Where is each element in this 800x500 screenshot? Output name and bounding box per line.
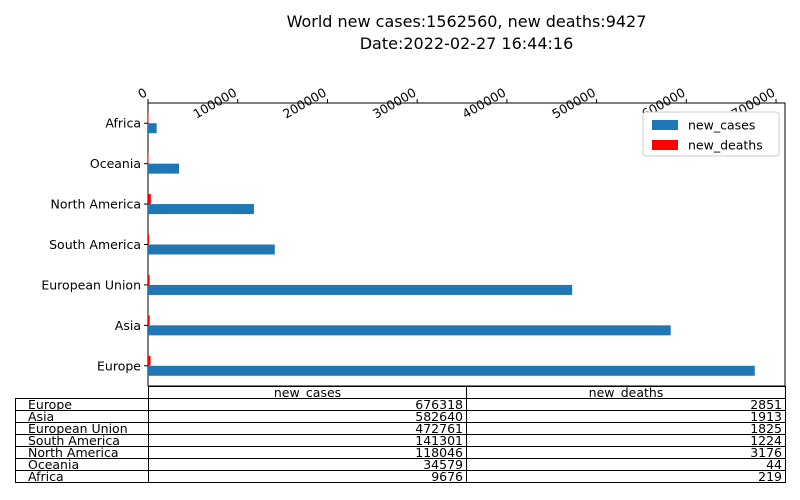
table-row-label: Europe bbox=[15, 398, 149, 411]
new_deaths-bar bbox=[148, 274, 150, 285]
table-cell: 141301 bbox=[148, 434, 467, 447]
table-row: North America 118046 3176 bbox=[15, 446, 786, 459]
legend-swatch bbox=[652, 140, 678, 150]
table-cell: 44 bbox=[466, 458, 786, 471]
table-row: South America 141301 1224 bbox=[15, 434, 786, 447]
table-corner bbox=[15, 386, 149, 399]
table-cell: 9676 bbox=[148, 470, 467, 483]
chart-title-line-1: World new cases:1562560, new deaths:9427 bbox=[286, 12, 647, 31]
data-table: new_cases new_deaths Europe 676318 2851 Asia 5… bbox=[15, 386, 786, 483]
table-row: Asia 582640 1913 bbox=[15, 410, 786, 423]
table-cell: 1913 bbox=[466, 410, 786, 423]
table-cell: 1224 bbox=[466, 434, 786, 447]
y-tick-label: Africa bbox=[105, 116, 141, 131]
chart-title-line-2: Date:2022-02-27 16:44:16 bbox=[359, 34, 574, 53]
legend-label: new_deaths bbox=[688, 138, 763, 153]
new_deaths-bar bbox=[148, 113, 149, 124]
table-cell: 34579 bbox=[148, 458, 467, 471]
x-tick-label: 0 bbox=[135, 85, 149, 102]
table-row: Europe 676318 2851 bbox=[15, 398, 786, 411]
y-tick-label: North America bbox=[51, 197, 142, 212]
new_deaths-bar bbox=[148, 153, 149, 164]
table-row-label: European Union bbox=[15, 422, 149, 435]
table-cell: 582640 bbox=[148, 410, 467, 423]
table-row-label: Asia bbox=[15, 410, 149, 423]
table-row: Africa 9676 219 bbox=[15, 470, 786, 483]
table-row-label: Oceania bbox=[15, 458, 149, 471]
new_cases-bar bbox=[148, 163, 180, 174]
new_cases-bar bbox=[148, 244, 275, 255]
table-cell: 3176 bbox=[466, 446, 786, 459]
y-tick-label: European Union bbox=[41, 277, 141, 292]
table-cell: 1825 bbox=[466, 422, 786, 435]
y-tick-label: Europe bbox=[97, 358, 141, 373]
new_cases-bar bbox=[148, 284, 573, 295]
table-row: Oceania 34579 44 bbox=[15, 458, 786, 471]
new_cases-bar bbox=[148, 204, 254, 215]
new_cases-bar bbox=[148, 325, 671, 336]
table-row-label: Africa bbox=[15, 470, 149, 483]
table-row-label: South America bbox=[15, 434, 149, 447]
new_deaths-bar bbox=[148, 355, 151, 366]
table-column-header: new_deaths bbox=[466, 386, 786, 399]
table-header-row: new_cases new_deaths bbox=[15, 386, 786, 399]
table-cell: 118046 bbox=[148, 446, 467, 459]
new_cases-bar bbox=[148, 365, 755, 376]
table-cell: 2851 bbox=[466, 398, 786, 411]
new_cases-bar bbox=[148, 123, 157, 134]
table-row: European Union 472761 1825 bbox=[15, 422, 786, 435]
new_deaths-bar bbox=[148, 194, 151, 205]
table-column-header: new_cases bbox=[148, 386, 467, 399]
y-tick-label: South America bbox=[49, 237, 141, 252]
y-tick-label: Asia bbox=[115, 318, 141, 333]
y-tick-label: Oceania bbox=[90, 156, 141, 171]
table-cell: 472761 bbox=[148, 422, 467, 435]
table-row-label: North America bbox=[15, 446, 149, 459]
legend-label: new_cases bbox=[688, 118, 755, 133]
legend-swatch bbox=[652, 120, 678, 130]
new_deaths-bar bbox=[148, 315, 150, 326]
new_deaths-bar bbox=[148, 234, 150, 245]
table-cell: 676318 bbox=[148, 398, 467, 411]
table-cell: 219 bbox=[466, 470, 786, 483]
